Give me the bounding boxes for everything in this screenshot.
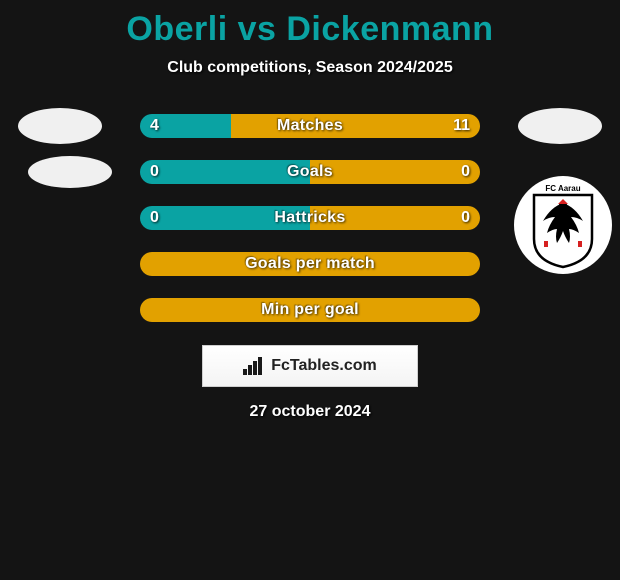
club-badge: FC Aarau <box>514 176 612 274</box>
footer-date: 27 october 2024 <box>0 403 620 421</box>
player-right-avatar <box>518 108 602 144</box>
subtitle: Club competitions, Season 2024/2025 <box>0 59 620 77</box>
site-name: FcTables.com <box>271 357 377 375</box>
stat-row-mpg: Min per goal <box>0 287 620 333</box>
value-right: 0 <box>461 160 470 184</box>
bar-label: Goals per match <box>140 252 480 276</box>
bar-track: Goals per match <box>140 252 480 276</box>
bar-track: Min per goal <box>140 298 480 322</box>
stat-row-matches: 4 Matches 11 <box>0 103 620 149</box>
bar-track: 0 Goals 0 <box>140 160 480 184</box>
bar-label: Goals <box>140 160 480 184</box>
value-right: 0 <box>461 206 470 230</box>
player-left-avatar <box>28 156 112 188</box>
bar-label: Matches <box>140 114 480 138</box>
player-left-avatar <box>18 108 102 144</box>
page-title: Oberli vs Dickenmann <box>0 0 620 49</box>
bar-label: Min per goal <box>140 298 480 322</box>
bar-track: 4 Matches 11 <box>140 114 480 138</box>
title-text: Oberli vs Dickenmann <box>126 10 493 48</box>
club-crest-icon: FC Aarau <box>524 181 602 269</box>
svg-text:FC Aarau: FC Aarau <box>545 184 580 193</box>
site-badge[interactable]: FcTables.com <box>202 345 418 387</box>
value-right: 11 <box>453 114 470 138</box>
bar-label: Hattricks <box>140 206 480 230</box>
bar-track: 0 Hattricks 0 <box>140 206 480 230</box>
bar-chart-icon <box>243 357 265 375</box>
